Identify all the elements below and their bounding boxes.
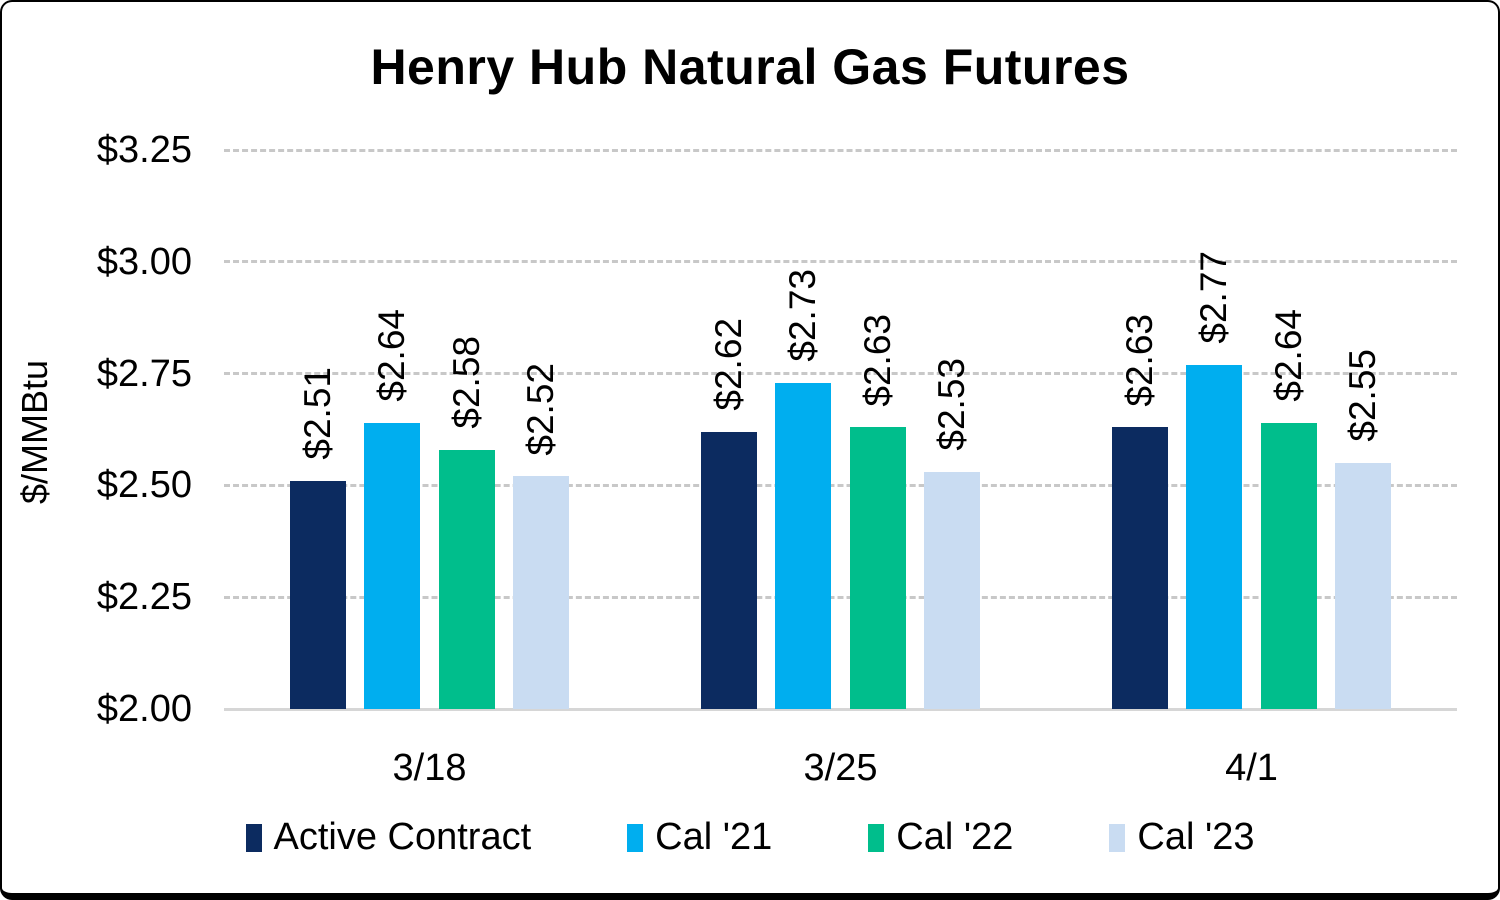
legend-item-active-contract: Active Contract	[245, 816, 532, 859]
bar	[289, 480, 346, 709]
bar	[849, 427, 906, 709]
y-tick-label: $2.75	[96, 352, 192, 395]
gridline	[224, 372, 1457, 376]
bar	[924, 471, 981, 709]
legend-item-cal-23: Cal '23	[1109, 816, 1254, 859]
legend-label: Cal '22	[896, 816, 1014, 858]
bar-value-label: $2.55	[1342, 349, 1384, 443]
bar	[364, 422, 421, 709]
bar	[438, 449, 495, 709]
legend-swatch	[245, 823, 262, 852]
y-tick-label: $2.25	[96, 576, 192, 619]
bar-value-label: $2.64	[1267, 309, 1309, 402]
bar-value-label: $2.77	[1193, 251, 1235, 344]
legend-label: Active Contract	[273, 816, 532, 858]
legend: Active Contract Cal '21 Cal '22 Cal '23	[2, 816, 1498, 859]
x-axis-line	[224, 708, 1457, 711]
bar	[513, 476, 570, 709]
y-tick-label: $2.50	[96, 464, 192, 507]
bar	[1335, 463, 1392, 709]
legend-swatch	[868, 823, 885, 852]
chart-title: Henry Hub Natural Gas Futures	[370, 39, 1130, 95]
y-tick-label: $2.00	[96, 688, 192, 730]
legend-item-cal-22: Cal '22	[868, 816, 1013, 859]
y-tick-label: $3.00	[96, 240, 192, 283]
bar-value-label: $2.58	[445, 336, 487, 429]
gridline	[224, 260, 1457, 264]
legend-label: Cal '23	[1137, 816, 1255, 858]
bar-value-label: $2.62	[707, 318, 749, 411]
bar-value-label: $2.51	[296, 367, 338, 460]
x-tick-label: 3/25	[803, 747, 878, 789]
bar-value-label: $2.73	[782, 268, 824, 362]
bar-value-label: $2.63	[1118, 313, 1160, 407]
bar-value-label: $2.64	[371, 309, 413, 402]
bar	[1111, 427, 1168, 709]
gridline	[224, 148, 1457, 152]
gridline	[224, 595, 1457, 599]
legend-label: Cal '21	[655, 816, 773, 858]
bar	[775, 382, 832, 709]
legend-item-cal-21: Cal '21	[627, 816, 772, 859]
bar-value-label: $2.53	[931, 358, 973, 451]
bar	[1186, 364, 1243, 709]
legend-swatch	[627, 823, 644, 852]
bar-value-label: $2.52	[520, 362, 562, 456]
gridline	[224, 483, 1457, 487]
bar-value-label: $2.63	[856, 313, 898, 407]
y-tick-label: $3.25	[96, 129, 192, 171]
x-tick-label: 3/18	[392, 747, 467, 789]
x-tick-label: 4/1	[1225, 747, 1278, 789]
legend-swatch	[1109, 823, 1126, 852]
bar	[1260, 422, 1317, 709]
bar	[700, 431, 757, 709]
